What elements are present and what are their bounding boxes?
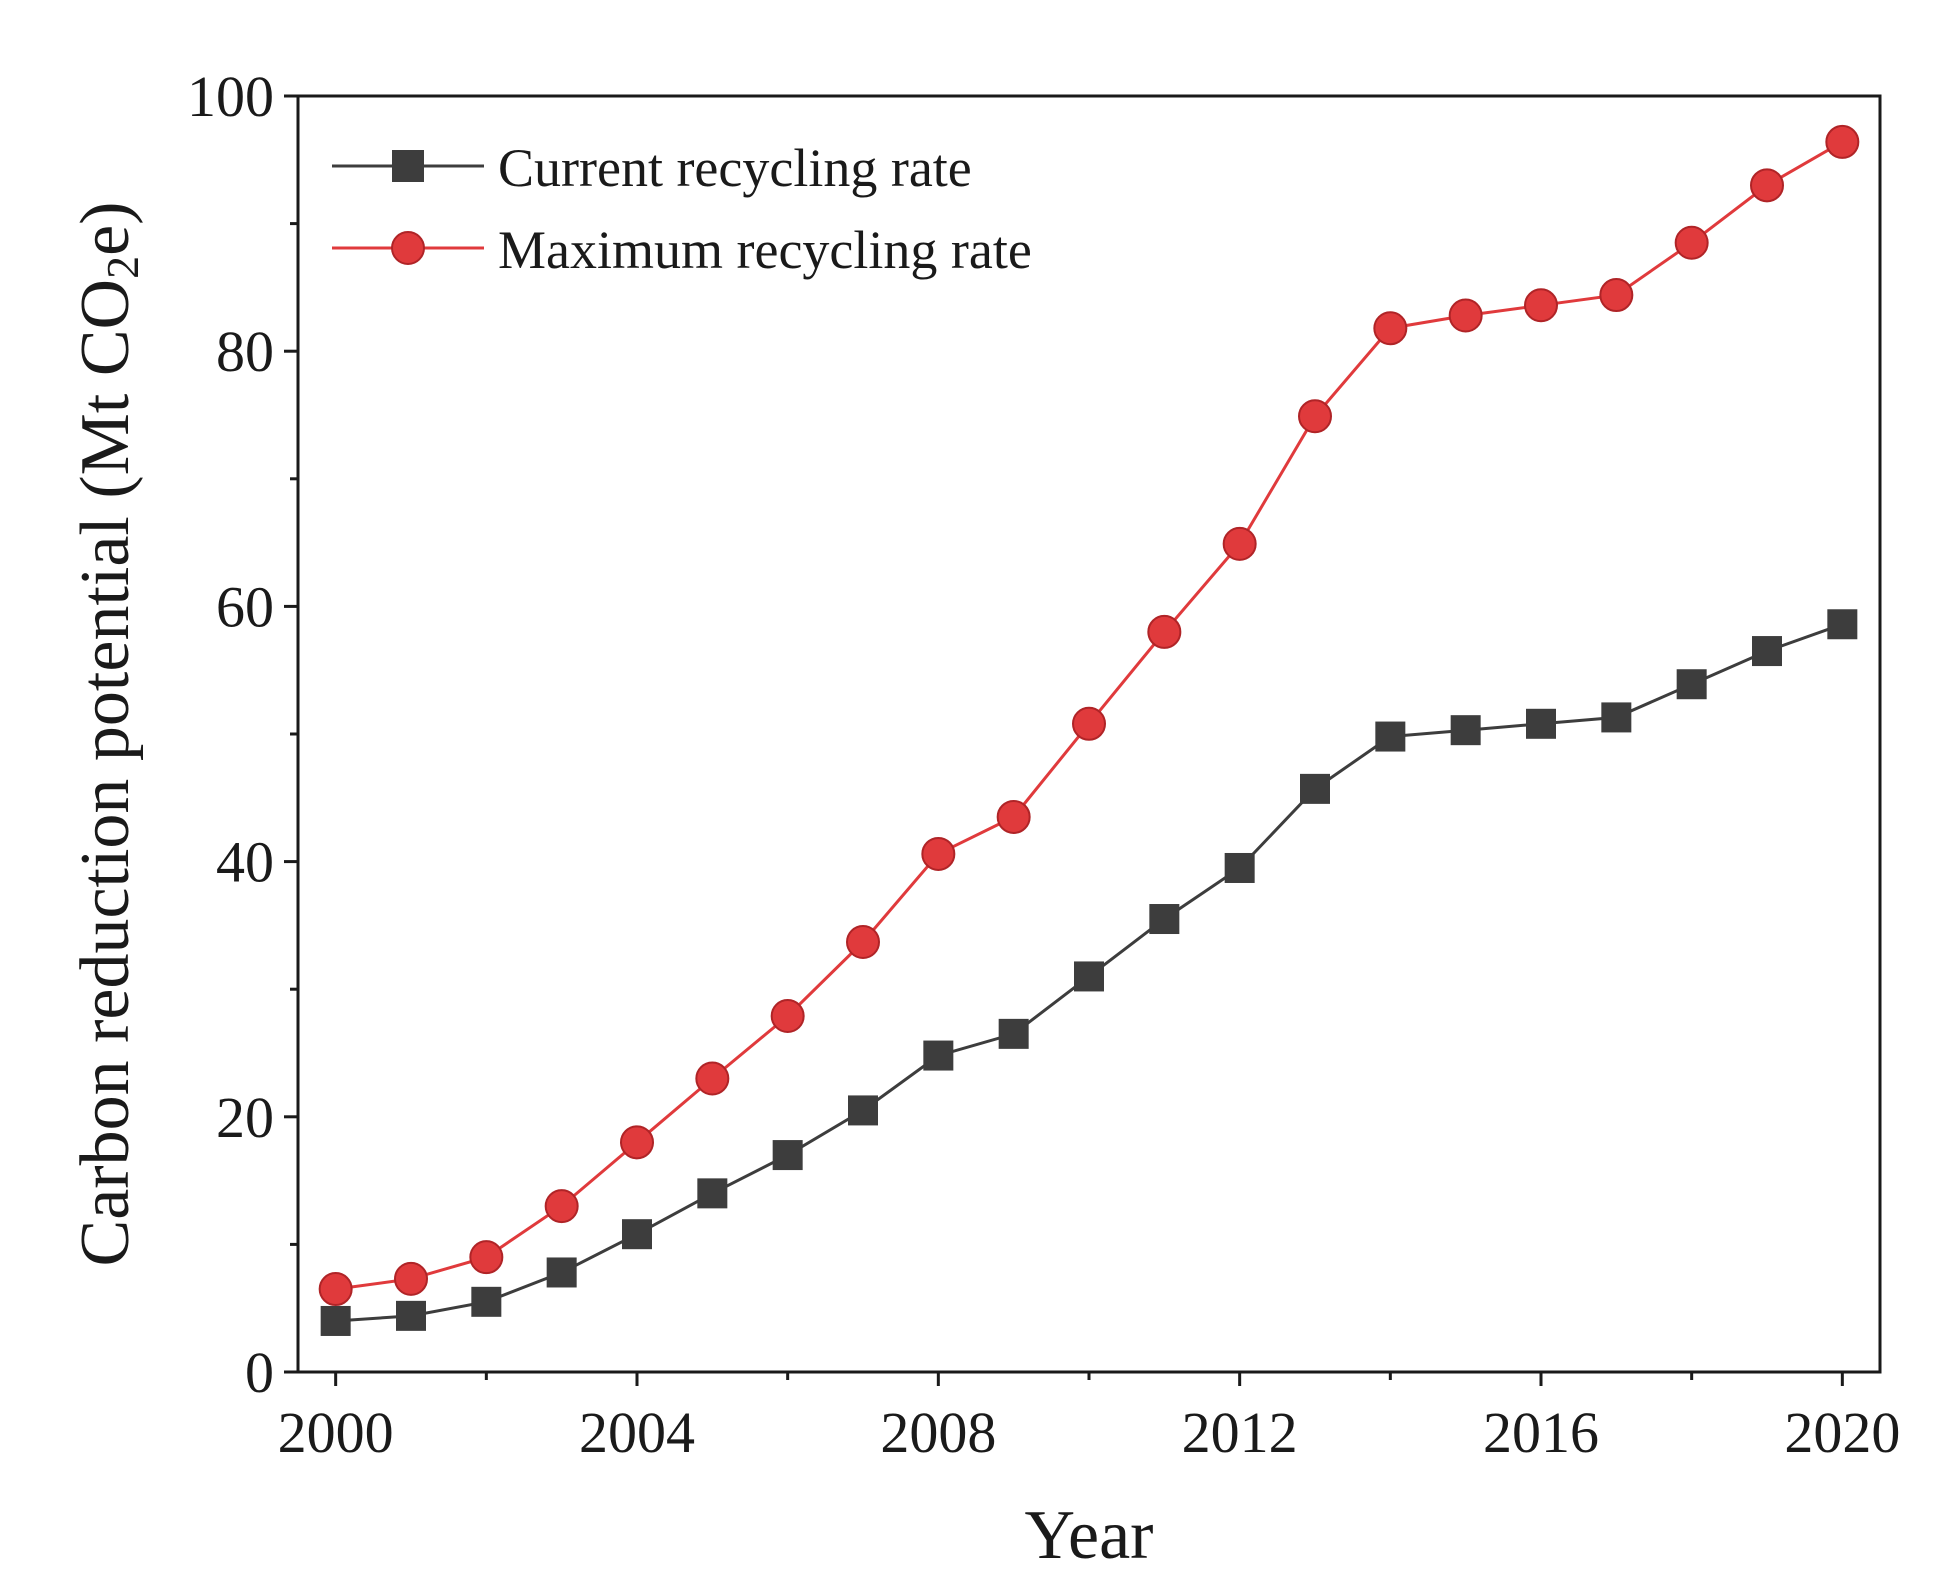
- data-point-current: [1827, 609, 1858, 640]
- data-point-maximum: [1674, 225, 1709, 260]
- y-axis-title-main: Carbon reduction potential (Mt CO: [67, 279, 144, 1267]
- series-layer: [318, 124, 1860, 1336]
- data-point-maximum: [996, 799, 1031, 834]
- data-point-current: [396, 1300, 426, 1331]
- data-point-maximum: [1524, 288, 1558, 323]
- data-point-maximum: [620, 1125, 654, 1160]
- data-point-current: [998, 1018, 1029, 1049]
- legend: Current recycling rate Maximum recycling…: [332, 138, 1032, 280]
- data-point-maximum: [1750, 168, 1784, 203]
- data-point-current: [1752, 636, 1782, 667]
- data-point-maximum: [394, 1261, 428, 1296]
- data-point-current: [1375, 721, 1406, 752]
- y-tick-label: 100: [187, 64, 274, 129]
- y-axis-title-subscript: 2: [97, 256, 148, 279]
- y-tick-label: 40: [216, 830, 274, 895]
- y-tick-label: 60: [216, 574, 274, 639]
- data-point-maximum: [318, 1272, 353, 1307]
- data-point-current: [772, 1140, 803, 1171]
- y-tick-label: 20: [216, 1085, 274, 1150]
- x-tick-label: 2020: [1784, 1400, 1900, 1465]
- data-point-maximum: [1448, 298, 1483, 333]
- legend-marker-current: [392, 150, 424, 182]
- data-point-current: [622, 1219, 652, 1250]
- data-point-maximum: [921, 836, 956, 871]
- legend-label-maximum: Maximum recycling rate: [498, 220, 1032, 280]
- data-point-maximum: [695, 1061, 730, 1096]
- data-point-current: [923, 1040, 954, 1071]
- data-point-current: [1149, 904, 1180, 935]
- data-point-current: [1074, 961, 1104, 992]
- data-point-maximum: [1373, 311, 1408, 346]
- data-point-current: [1526, 708, 1556, 739]
- data-point-current: [697, 1178, 728, 1209]
- y-axis-title-end: e): [67, 202, 144, 256]
- data-point-current: [320, 1305, 351, 1336]
- y-tick-label: 80: [216, 319, 274, 384]
- x-tick-label: 2016: [1483, 1400, 1599, 1465]
- x-axis-title: Year: [1025, 1497, 1154, 1574]
- data-point-maximum: [1599, 278, 1634, 313]
- data-point-current: [1450, 715, 1481, 746]
- data-point-current: [848, 1095, 878, 1126]
- data-point-maximum: [1298, 399, 1332, 434]
- data-point-current: [546, 1257, 577, 1288]
- legend-label-current: Current recycling rate: [498, 138, 972, 198]
- x-tick-label: 2000: [278, 1400, 394, 1465]
- data-point-current: [1224, 852, 1255, 883]
- y-tick-label: 0: [245, 1340, 274, 1405]
- data-point-current: [1300, 773, 1330, 804]
- x-tick-label: 2004: [579, 1400, 695, 1465]
- x-axis: 2000 2004 2008 2012 2016 2020: [278, 1372, 1900, 1465]
- data-point-maximum: [1825, 124, 1860, 159]
- x-tick-label: 2012: [1182, 1400, 1298, 1465]
- data-point-current: [471, 1286, 502, 1317]
- y-axis: 0 20 40 60 80 100: [187, 64, 298, 1405]
- data-point-maximum: [1147, 614, 1182, 649]
- data-point-maximum: [1072, 706, 1106, 741]
- data-point-maximum: [846, 924, 880, 959]
- data-point-maximum: [544, 1189, 579, 1224]
- x-tick-label: 2008: [880, 1400, 996, 1465]
- y-axis-title: Carbon reduction potential (Mt CO2e): [67, 202, 148, 1267]
- legend-marker-maximum: [391, 231, 425, 265]
- data-point-maximum: [469, 1240, 504, 1275]
- data-point-maximum: [770, 998, 805, 1033]
- data-point-current: [1676, 669, 1707, 700]
- data-point-current: [1601, 702, 1632, 733]
- data-point-maximum: [1222, 526, 1257, 561]
